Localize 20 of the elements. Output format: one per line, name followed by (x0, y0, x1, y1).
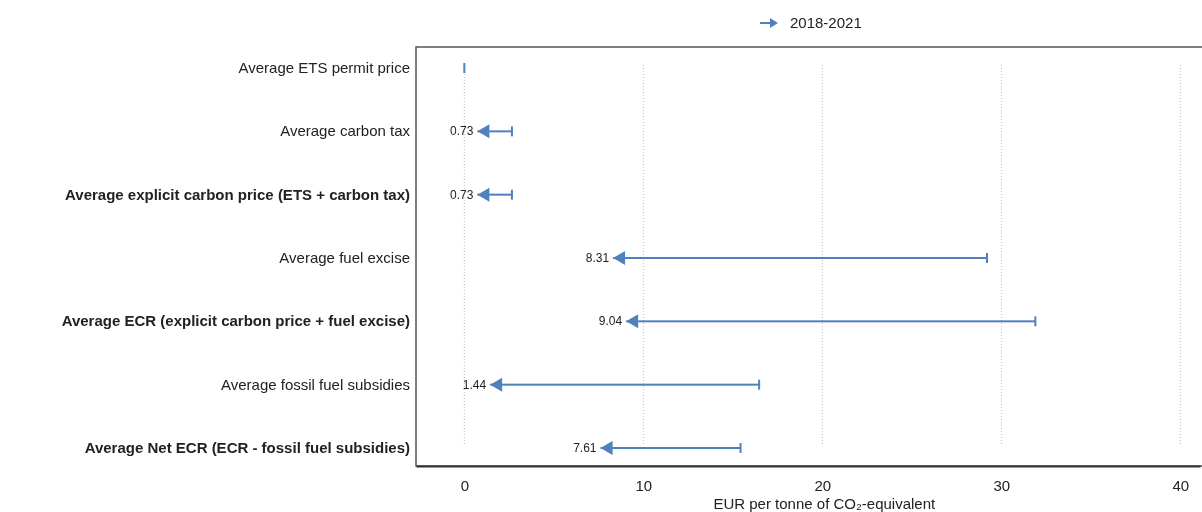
y-tick-label: Average ETS permit price (238, 59, 410, 76)
data-label: 7.61 (573, 441, 597, 455)
legend-label: 2018-2021 (790, 14, 862, 31)
y-tick-label: Average explicit carbon price (ETS + carbon tax) (65, 185, 410, 203)
data-label: 0.73 (450, 187, 474, 202)
x-tick-label: 30 (993, 476, 1011, 494)
x-tick-label: 20 (814, 476, 832, 494)
y-tick-label: Average carbon tax (280, 122, 411, 140)
x-tick-label: 40 (1172, 476, 1190, 494)
data-label: 9.04 (598, 314, 623, 329)
y-tick-label: Average fossil fuel subsidies (221, 375, 410, 393)
data-label: 0.73 (450, 124, 474, 139)
y-tick-label: Average ECR (explicit carbon price + fuel excise) (61, 312, 410, 330)
y-tick-label: Average Net ECR (ECR - fossil fuel subsidies) (84, 439, 410, 456)
data-label: 8.31 (585, 251, 610, 265)
x-tick-label: 10 (635, 476, 653, 494)
data-label: 1.44 (462, 377, 487, 392)
x-tick-label: 0 (460, 476, 469, 494)
x-axis-title: EUR per tonne of CO₂-equivalent (713, 495, 937, 512)
y-tick-label: Average fuel excise (279, 249, 410, 266)
